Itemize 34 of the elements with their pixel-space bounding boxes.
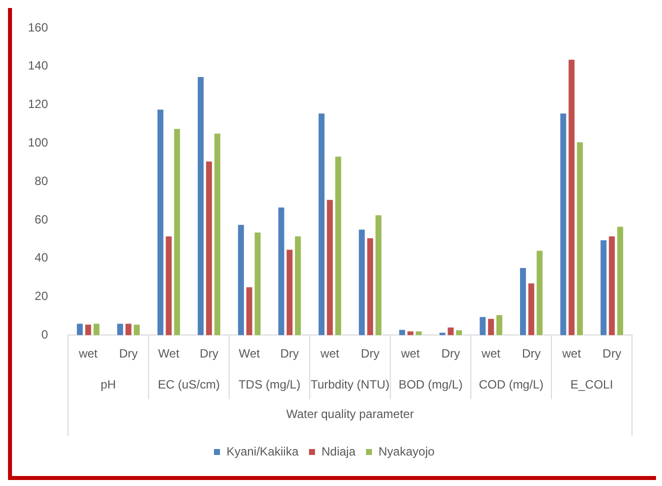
x-tick-label: Dry xyxy=(280,346,299,361)
text: pH xyxy=(100,378,116,392)
x-tick-label: Dry xyxy=(602,346,622,361)
y-tick-label: 160 xyxy=(28,20,48,34)
x-axis-title: Water quality parameter xyxy=(286,407,414,422)
x-tick-label: wet xyxy=(480,346,501,361)
legend-label: Kyani/Kakiika xyxy=(226,444,299,458)
x-tick-label: wet xyxy=(320,346,340,361)
x-tick-label: wet xyxy=(561,346,582,361)
legend-label: Nyakayojo xyxy=(378,444,435,458)
y-tick-label: 120 xyxy=(28,97,48,112)
x-tick-label: Dry xyxy=(119,346,138,361)
x-tick-label: wet xyxy=(400,346,420,361)
y-tick-label: 100 xyxy=(28,136,48,150)
y-tick-label: 140 xyxy=(28,58,48,73)
x-tick-label: Dry xyxy=(441,346,460,361)
text: TDS (mg/L) xyxy=(238,378,300,392)
text: E_COLI xyxy=(570,378,614,392)
text: COD (mg/L) xyxy=(478,378,544,392)
x-tick-label: wet xyxy=(78,346,98,361)
y-tick-label: 40 xyxy=(34,250,48,265)
x-tick-label: Dry xyxy=(360,346,380,361)
x-tick-label: Dry xyxy=(522,346,541,361)
y-tick-label: 20 xyxy=(34,289,48,304)
x-tick-label: Wet xyxy=(158,346,180,361)
y-tick-label: 80 xyxy=(34,174,48,188)
x-tick-label: Dry xyxy=(200,346,218,361)
text: BOD (mg/L) xyxy=(398,378,463,392)
text: Turbdity (NTU) xyxy=(310,378,390,392)
y-tick-label: 0 xyxy=(41,328,48,342)
y-tick-label: 60 xyxy=(34,212,48,226)
x-tick-label: Wet xyxy=(238,346,261,361)
legend-label: Ndiaja xyxy=(321,444,356,458)
text: EC (uS/cm) xyxy=(158,378,220,392)
